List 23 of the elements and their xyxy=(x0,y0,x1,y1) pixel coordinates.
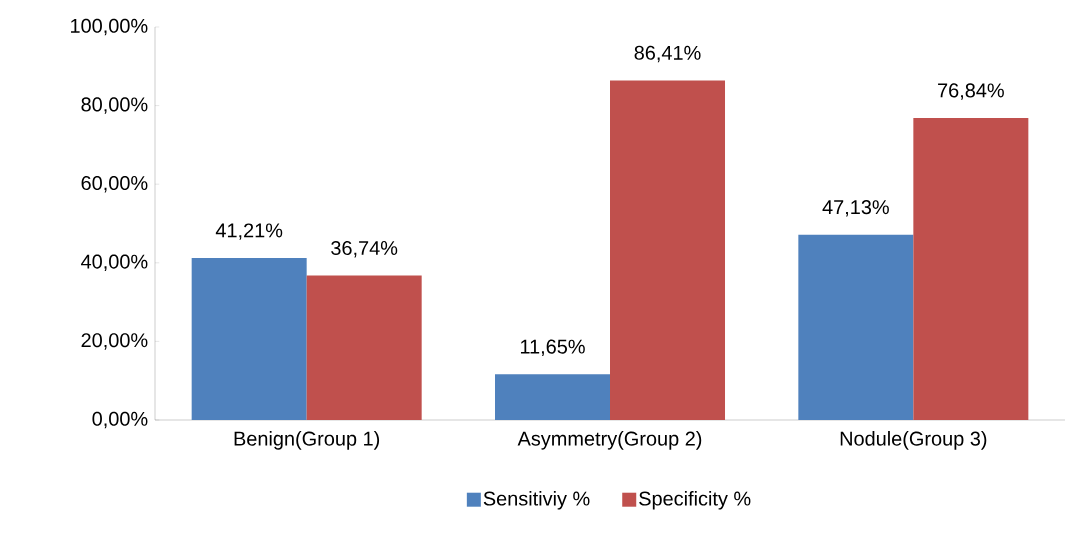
data-label: 47,13% xyxy=(822,200,889,217)
x-tick-label: Asymmetry(Group 2) xyxy=(517,431,702,450)
data-label: 41,21% xyxy=(215,223,283,240)
bar xyxy=(191,258,307,420)
legend-label: Specificity % xyxy=(639,491,751,510)
y-tick-label: 0,00% xyxy=(92,411,148,429)
y-tick-label: 40,00% xyxy=(81,254,148,272)
data-label: 36,74% xyxy=(331,240,398,258)
bar xyxy=(495,374,610,420)
data-label: 76,84% xyxy=(938,83,1004,100)
y-tick-label: 100,00% xyxy=(71,18,148,36)
y-tick-label: 80,00% xyxy=(81,97,148,114)
data-label: 86,41% xyxy=(634,45,701,63)
bar xyxy=(610,80,726,420)
y-tick-label: 20,00% xyxy=(81,333,148,350)
bar xyxy=(306,275,422,420)
data-label: 11,65% xyxy=(520,339,585,357)
y-tick-label: 60,00% xyxy=(81,175,148,193)
x-tick-label: Nodule(Group 3) xyxy=(840,431,987,450)
bar xyxy=(913,118,1029,420)
bar xyxy=(798,234,914,420)
legend-label: Sensitiviy % xyxy=(483,491,590,510)
x-tick-label: Benign(Group 1) xyxy=(234,431,380,450)
